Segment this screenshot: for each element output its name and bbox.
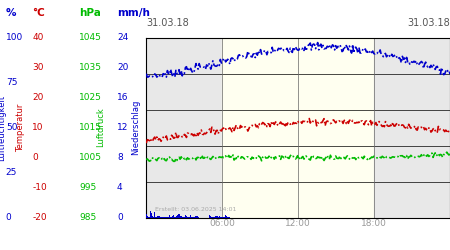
Bar: [222, 217, 223, 218]
Bar: [222, 38, 374, 218]
Text: 16: 16: [117, 93, 129, 102]
Bar: [154, 212, 155, 218]
Bar: [157, 216, 158, 218]
Text: Luftfeuchtigkeit: Luftfeuchtigkeit: [0, 94, 6, 160]
Bar: [182, 217, 183, 218]
Bar: [167, 217, 168, 218]
Bar: [189, 217, 190, 218]
Bar: [147, 216, 148, 218]
Text: 31.03.18: 31.03.18: [146, 18, 189, 28]
Bar: [174, 217, 176, 218]
Bar: [169, 215, 170, 218]
Bar: [177, 216, 179, 218]
Bar: [195, 216, 197, 218]
Text: 20: 20: [117, 63, 128, 72]
Bar: [193, 217, 194, 218]
Bar: [152, 216, 153, 218]
Text: 0: 0: [6, 213, 12, 222]
Text: 995: 995: [79, 183, 96, 192]
Bar: [148, 217, 149, 218]
Text: Temperatur: Temperatur: [16, 103, 25, 152]
Text: Luftdruck: Luftdruck: [96, 108, 105, 147]
Text: 0: 0: [32, 153, 38, 162]
Text: mm/h: mm/h: [117, 8, 150, 18]
Text: 30: 30: [32, 63, 44, 72]
Text: 10: 10: [32, 123, 44, 132]
Text: Niederschlag: Niederschlag: [131, 100, 140, 155]
Bar: [198, 216, 199, 218]
Bar: [183, 217, 184, 218]
Text: hPa: hPa: [79, 8, 101, 18]
Bar: [227, 217, 229, 218]
Bar: [216, 216, 218, 218]
Text: 1025: 1025: [79, 93, 102, 102]
Bar: [164, 217, 165, 218]
Bar: [213, 217, 215, 218]
Bar: [146, 214, 147, 218]
Bar: [218, 217, 219, 218]
Bar: [172, 216, 173, 218]
Bar: [173, 215, 175, 218]
Bar: [150, 212, 151, 218]
Bar: [225, 215, 226, 218]
Bar: [190, 215, 191, 218]
Bar: [146, 38, 222, 218]
Text: °C: °C: [32, 8, 45, 18]
Text: 12: 12: [117, 123, 128, 132]
Text: 8: 8: [117, 153, 123, 162]
Text: 1045: 1045: [79, 33, 102, 42]
Text: 75: 75: [6, 78, 18, 87]
Bar: [161, 217, 162, 218]
Bar: [179, 214, 180, 218]
Bar: [187, 217, 188, 218]
Text: 25: 25: [6, 168, 17, 177]
Text: 31.03.18: 31.03.18: [407, 18, 450, 28]
Bar: [191, 217, 193, 218]
Text: 20: 20: [32, 93, 44, 102]
Text: 985: 985: [79, 213, 96, 222]
Bar: [153, 217, 154, 218]
Text: %: %: [6, 8, 16, 18]
Bar: [151, 213, 152, 218]
Bar: [186, 216, 187, 218]
Bar: [220, 217, 221, 218]
Bar: [158, 216, 160, 218]
Bar: [216, 216, 217, 218]
Bar: [162, 217, 164, 218]
Text: 100: 100: [6, 33, 23, 42]
Bar: [219, 216, 220, 218]
Text: 1005: 1005: [79, 153, 102, 162]
Text: 0: 0: [117, 213, 123, 222]
Text: -10: -10: [32, 183, 47, 192]
Bar: [228, 217, 230, 218]
Text: 50: 50: [6, 123, 18, 132]
Bar: [176, 216, 178, 218]
Bar: [196, 216, 198, 218]
Text: 24: 24: [117, 33, 128, 42]
Bar: [185, 215, 186, 218]
Bar: [180, 216, 182, 218]
Bar: [170, 217, 171, 218]
Text: 4: 4: [117, 183, 122, 192]
Bar: [374, 38, 450, 218]
Bar: [223, 217, 224, 218]
Bar: [210, 216, 211, 218]
Text: 1015: 1015: [79, 123, 102, 132]
Text: -20: -20: [32, 213, 47, 222]
Bar: [224, 216, 225, 218]
Bar: [209, 215, 211, 218]
Bar: [194, 217, 196, 218]
Bar: [149, 217, 150, 218]
Bar: [226, 216, 227, 218]
Text: 40: 40: [32, 33, 44, 42]
Text: Erstellt: 03.06.2025 14:01: Erstellt: 03.06.2025 14:01: [155, 207, 237, 212]
Bar: [180, 216, 181, 218]
Text: 1035: 1035: [79, 63, 102, 72]
